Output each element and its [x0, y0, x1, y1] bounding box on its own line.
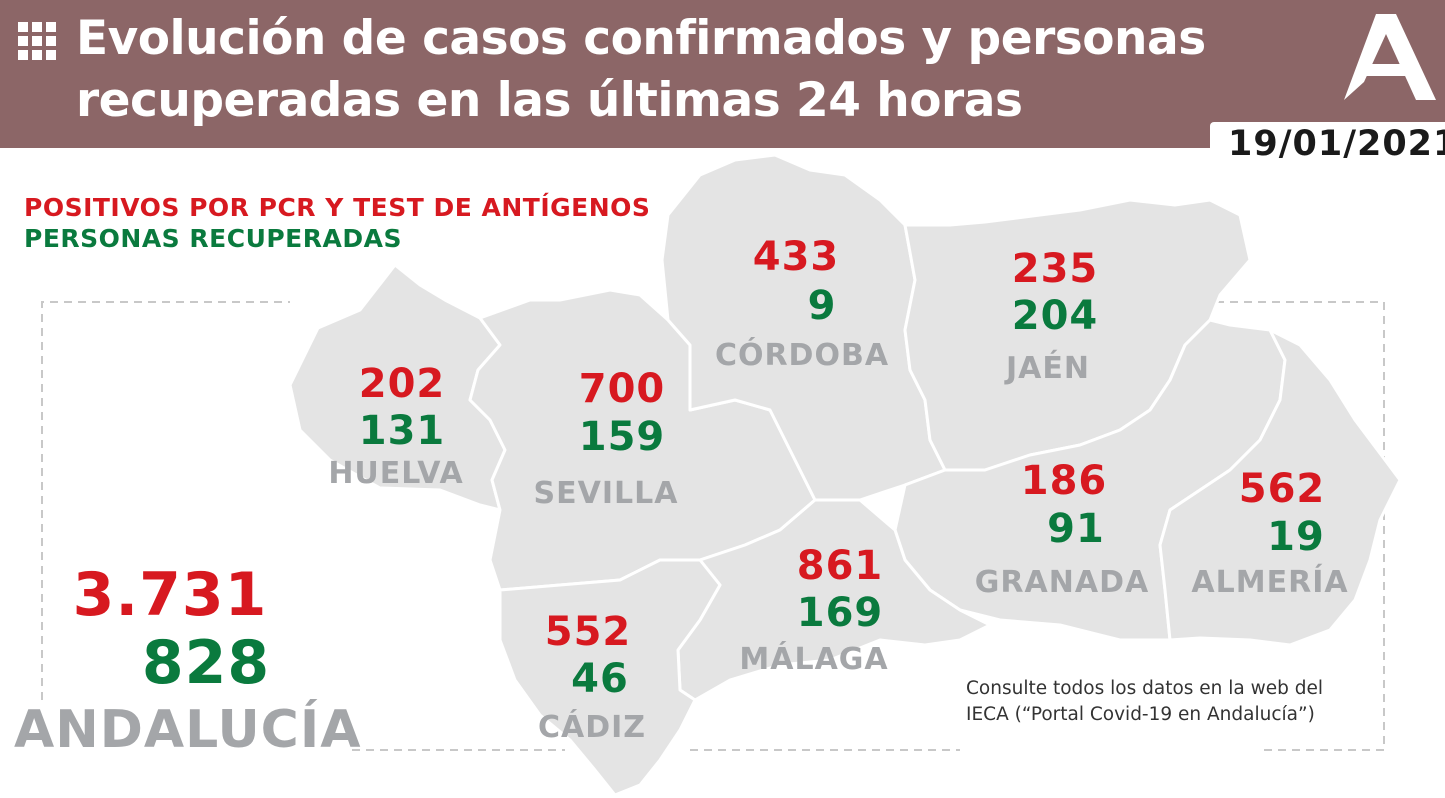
granada-positives: 186 [1020, 458, 1108, 504]
granada-recovered: 91 [1047, 506, 1105, 552]
source-note-line-1: Consulte todos los datos en la web del [966, 678, 1324, 699]
cordoba-recovered: 9 [807, 283, 837, 329]
sevilla-recovered: 159 [578, 414, 666, 460]
total-recovered: 828 [141, 628, 271, 698]
legend-positives: POSITIVOS POR PCR Y TEST DE ANTÍGENOS [24, 193, 651, 222]
huelva-recovered: 131 [358, 408, 446, 454]
jaen-label: JAÉN [1006, 351, 1090, 386]
province-almeria [1158, 328, 1402, 647]
date-box [1210, 122, 1445, 170]
jaen-recovered: 204 [1011, 293, 1099, 339]
granada-label: GRANADA [974, 565, 1150, 600]
almeria-label: ALMERÍA [1191, 565, 1349, 600]
cadiz-label: CÁDIZ [537, 710, 647, 745]
jaen-positives: 235 [1011, 246, 1099, 292]
malaga-label: MÁLAGA [739, 642, 889, 677]
province-cadiz [498, 558, 722, 797]
title-line-1: Evolución de casos confirmados y persona… [76, 11, 1206, 66]
almeria-recovered: 19 [1267, 514, 1325, 560]
source-note-line-2: IECA (“Portal Covid-19 en Andalucía”) [966, 704, 1315, 725]
legend-recovered: PERSONAS RECUPERADAS [24, 224, 402, 253]
cadiz-positives: 552 [544, 609, 632, 655]
report-date: 19/01/2021 [1228, 124, 1445, 164]
cordoba-positives: 433 [752, 234, 840, 280]
malaga-positives: 861 [796, 543, 884, 589]
sevilla-label: SEVILLA [533, 476, 679, 511]
cadiz-recovered: 46 [571, 656, 629, 702]
source-note: Consulte todos los datos en la web del I… [966, 676, 1323, 728]
dashed-frame [41, 301, 1385, 751]
huelva-label: HUELVA [328, 456, 464, 491]
total-positives: 3.731 [72, 560, 268, 630]
header-band: Evolución de casos confirmados y persona… [0, 0, 1445, 148]
region-label: ANDALUCÍA [14, 700, 362, 760]
huelva-positives: 202 [358, 361, 446, 407]
cordoba-label: CÓRDOBA [714, 338, 890, 373]
malaga-recovered: 169 [796, 590, 884, 636]
page-title: Evolución de casos confirmados y persona… [76, 8, 1206, 132]
title-line-2: recuperadas en las últimas 24 horas [76, 73, 1023, 128]
junta-andalucia-logo-icon [1344, 14, 1436, 100]
grid-icon [18, 22, 56, 60]
almeria-positives: 562 [1238, 466, 1326, 512]
sevilla-positives: 700 [578, 366, 666, 412]
